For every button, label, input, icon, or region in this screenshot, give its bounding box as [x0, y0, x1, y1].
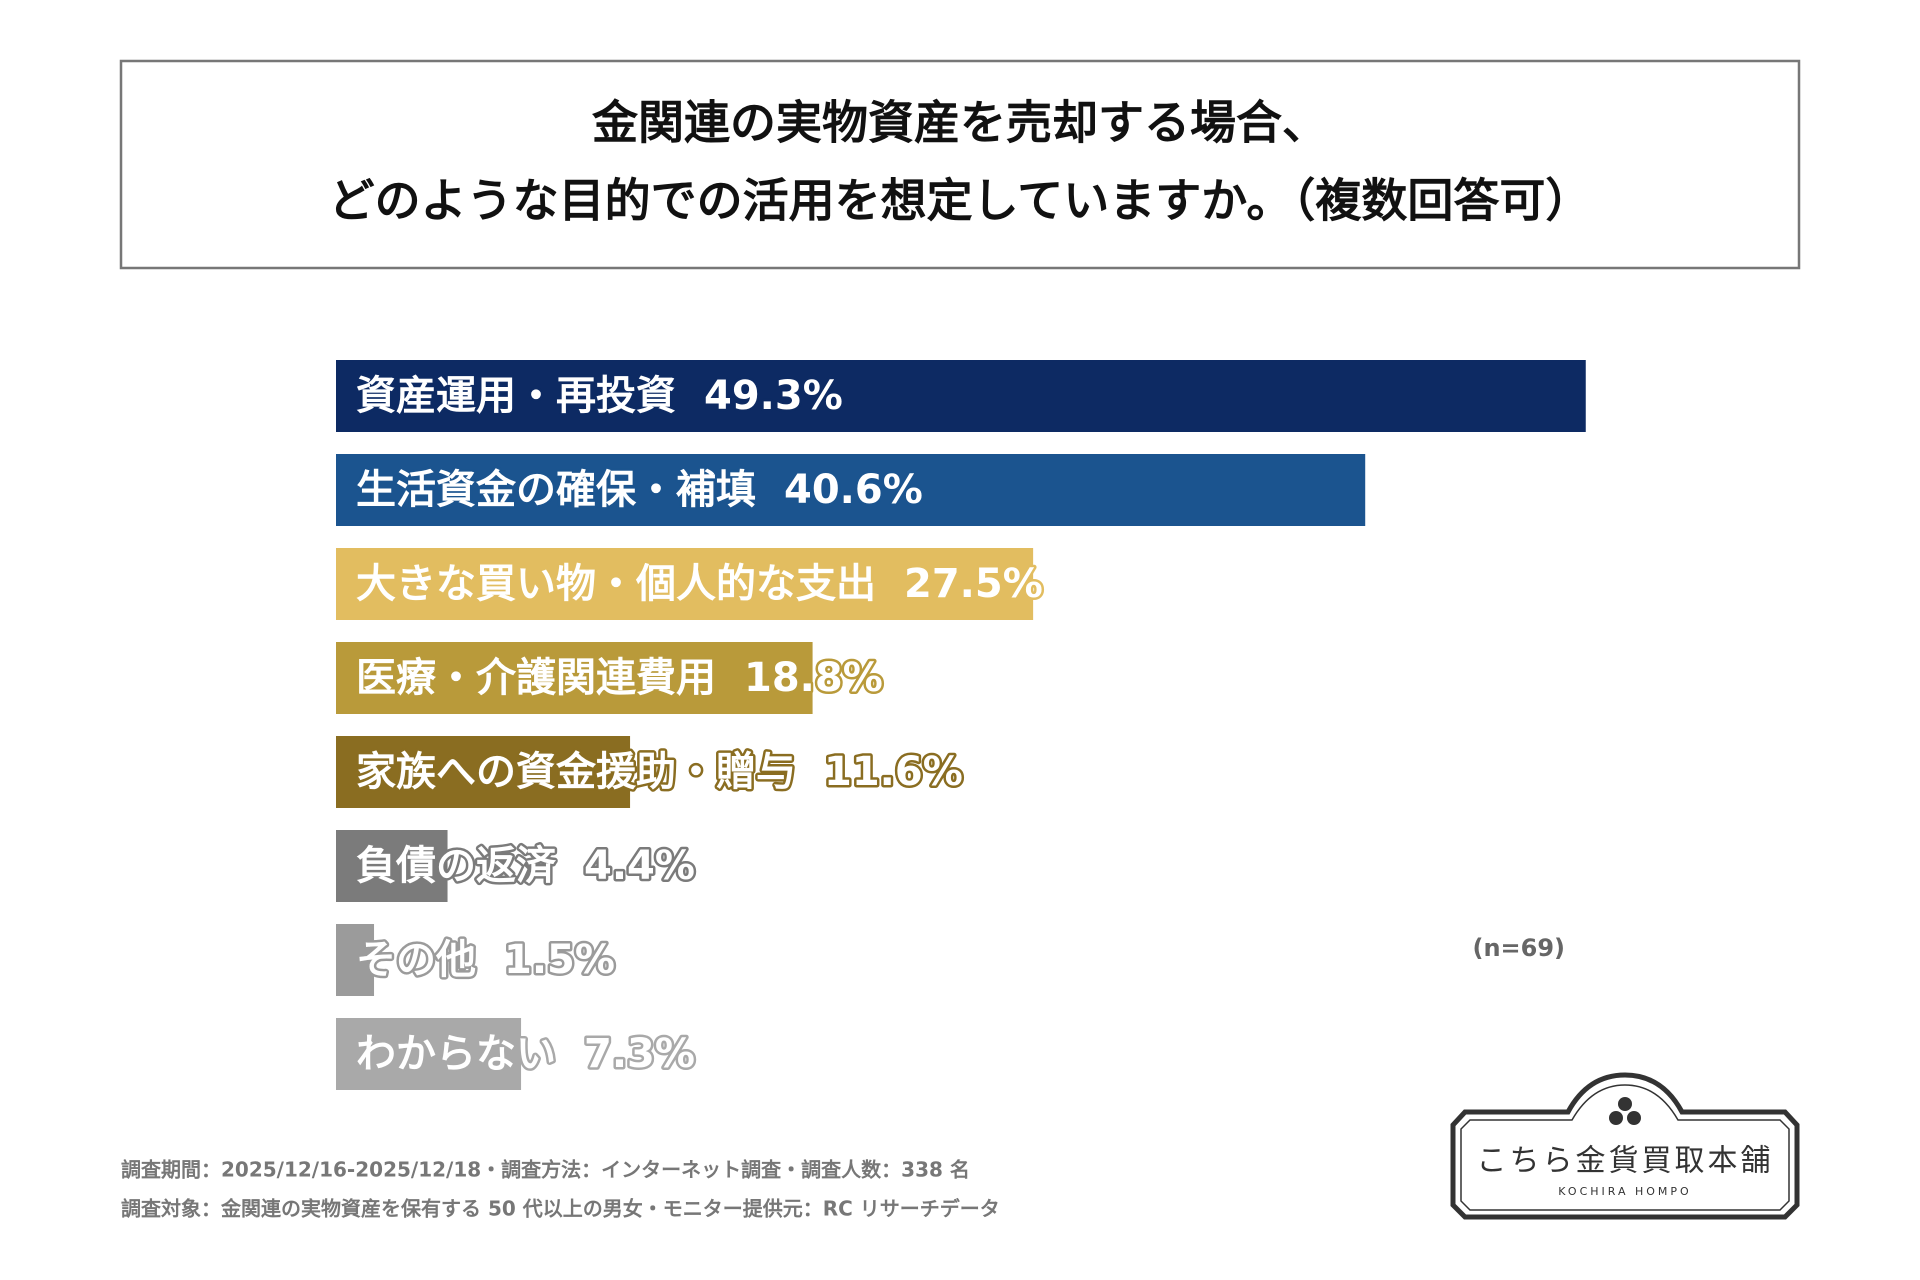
- value-label: 40.6%: [784, 467, 923, 513]
- category-label: 生活資金の確保・補填: [356, 467, 756, 513]
- bar: [336, 830, 448, 902]
- bar: [336, 548, 1034, 620]
- logo-frame: [1450, 1072, 1800, 1220]
- chart-title: どのような目的での活用を想定していますか。（複数回答可）: [329, 174, 1592, 228]
- bar: [336, 454, 1366, 526]
- logo-coin: [1618, 1097, 1632, 1111]
- value-label: 49.3%: [704, 373, 843, 419]
- category-label: 医療・介護関連費用: [356, 655, 716, 701]
- logo: こちら金貨買取本舗 KOCHIRA HOMPO: [1450, 1072, 1800, 1220]
- chart-title: 金関連の実物資産を売却する場合、: [591, 96, 1328, 150]
- category-label: わからない: [356, 1031, 556, 1077]
- logo-name: こちら金貨買取本舗: [1477, 1144, 1774, 1179]
- bar: [336, 642, 813, 714]
- logo-frame-inner: [1460, 1084, 1790, 1211]
- category-label: 負債の返済: [356, 843, 557, 889]
- bar: [336, 736, 631, 808]
- value-label: 11.6%: [824, 749, 963, 795]
- logo-coin: [1609, 1111, 1623, 1125]
- logo-coin: [1627, 1111, 1641, 1125]
- footer-text: 調査対象：金関連の実物資産を保有する 50 代以上の男女・モニター提供元：RC …: [121, 1197, 1000, 1221]
- logo-romaji: KOCHIRA HOMPO: [1558, 1185, 1691, 1198]
- category-label: 家族への資金援助・贈与: [356, 749, 796, 795]
- value-label: 7.3%: [584, 1031, 695, 1077]
- value-label: 1.5%: [504, 937, 615, 983]
- footer-text: 調査期間：2025/12/16-2025/12/18・調査方法：インターネット調…: [121, 1158, 970, 1182]
- bar: [336, 924, 375, 996]
- category-label: その他: [356, 937, 476, 983]
- sample-note: (n=69): [1472, 934, 1565, 962]
- title-box: [119, 59, 1801, 270]
- bar: [336, 1018, 522, 1090]
- category-label: 大きな買い物・個人的な支出: [356, 561, 876, 607]
- value-label: 18.8%: [744, 655, 883, 701]
- value-label: 4.4%: [584, 843, 695, 889]
- category-label: 資産運用・再投資: [356, 373, 676, 419]
- value-label: 27.5%: [904, 561, 1043, 607]
- bar: [336, 360, 1586, 432]
